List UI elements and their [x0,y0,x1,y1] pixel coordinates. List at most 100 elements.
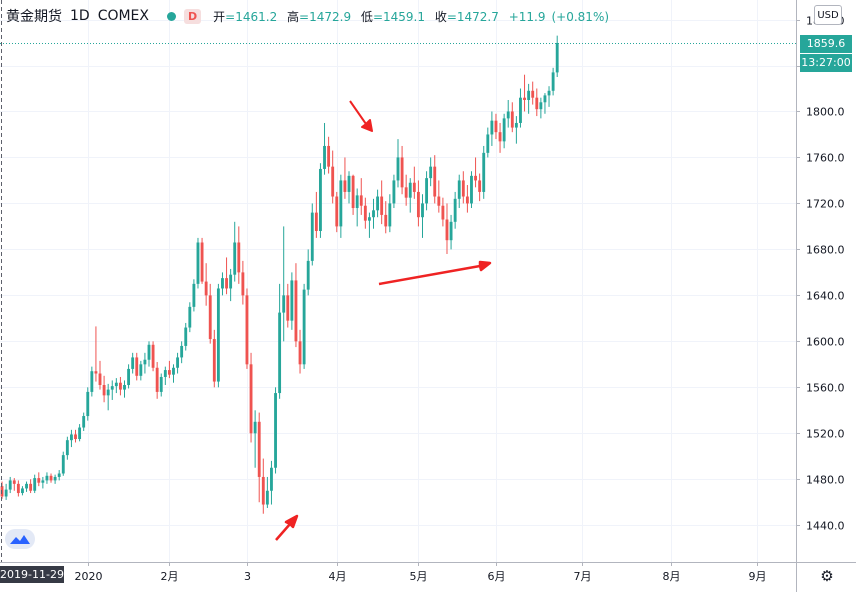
x-tick-label: 8月 [663,570,681,583]
candle-body [310,212,314,261]
candle-body [225,278,228,289]
x-tick-label: 3 [244,570,251,583]
y-tick-label: 1520.0 [806,428,845,441]
candle-body [139,364,143,376]
candle-body [359,195,363,206]
candle-body [78,427,82,440]
y-tick-label: 1800.0 [806,106,845,119]
candle-body [425,178,429,204]
candle-body [98,373,102,386]
candle-body [204,281,208,296]
candle-body [176,357,179,368]
market-open-dot-icon [167,11,176,21]
candle-body [527,90,531,100]
candle-body [37,478,41,483]
candle-body [347,175,351,192]
timeframe-badge[interactable]: D [184,8,202,24]
candle-body [70,434,73,441]
candle-body [519,97,522,123]
ohlc-values: 开=1461.2 高=1472.9 低=1459.1 收=1472.7 +11.… [213,8,615,25]
candle-body [400,157,404,188]
candle-body [257,421,261,477]
symbol-title[interactable]: 黄金期货 [6,9,62,25]
candle-body [261,476,265,505]
candle-body [61,455,65,474]
candle-body [380,196,384,215]
change-percent: (+0.81%) [551,9,610,24]
candle-body [274,393,277,468]
candle-body [404,187,408,198]
y-tick-label: 1680.0 [806,244,845,257]
candle-body [290,280,294,321]
high-value: =1472.9 [299,9,352,24]
candle-body [131,357,135,369]
candle-body [127,368,131,386]
candle-body [286,295,290,321]
candle-body [25,483,28,489]
tradingview-cloud-icon[interactable] [5,529,35,549]
candle-body [461,180,465,197]
bar-countdown-label: 13:27:00 [800,53,852,72]
candle-body [498,132,502,142]
x-tick-label: 4月 [329,570,347,583]
y-tick-label: 1720.0 [806,198,845,211]
candle-body [465,196,469,204]
candle-body [490,120,494,135]
grid-lines [0,0,796,562]
candle-body [282,295,286,313]
candle-body [82,416,86,428]
candle-body [143,359,147,365]
candle-body [408,182,412,198]
candle-body [249,364,253,434]
candle-body [147,344,151,360]
candle-body [208,295,212,340]
candle-body [343,180,347,192]
candle-body [551,72,555,91]
candle-body [470,175,473,204]
candle-body [433,166,437,197]
candle-body [339,180,343,227]
candle-body [196,242,200,284]
open-value: =1461.2 [225,9,278,24]
y-tick-label: 1560.0 [806,382,845,395]
candle-body [302,289,306,365]
candle-body [392,180,396,204]
y-tick-label: 1440.0 [806,520,845,533]
candle-body [539,102,543,110]
candle-body [510,111,514,128]
candle-body [494,120,498,133]
candle-body [506,111,510,119]
annotation-arrow-top [349,100,373,132]
last-price-label: 1859.6 [800,34,852,53]
interval-label[interactable]: 1D [70,8,90,24]
candle-body [200,242,204,282]
candle-body [376,196,380,211]
candle-body [421,203,424,218]
gear-icon[interactable]: ⚙ [820,567,834,585]
candle-body [314,212,318,232]
candle-body [237,242,241,273]
candle-body [184,327,188,346]
candle-body [49,475,53,481]
candle-body [167,370,171,375]
candle-body [531,90,535,98]
candle-body [188,306,192,328]
candle-body [29,483,33,491]
candle-body [298,341,302,365]
candle-body [335,196,339,227]
candle-body [265,490,269,505]
candle-body [445,219,449,241]
candle-body [416,191,420,218]
candle-body [429,166,433,179]
candle-body [482,152,486,192]
close-value: =1472.7 [446,9,499,24]
candle-body [363,205,367,221]
candle-body [278,312,282,394]
candle-body [172,367,175,375]
candle-body [412,182,416,192]
candle-body [4,489,8,497]
candle-body [110,386,114,390]
currency-badge[interactable]: USD [814,5,842,25]
open-label: 开 [213,9,226,24]
